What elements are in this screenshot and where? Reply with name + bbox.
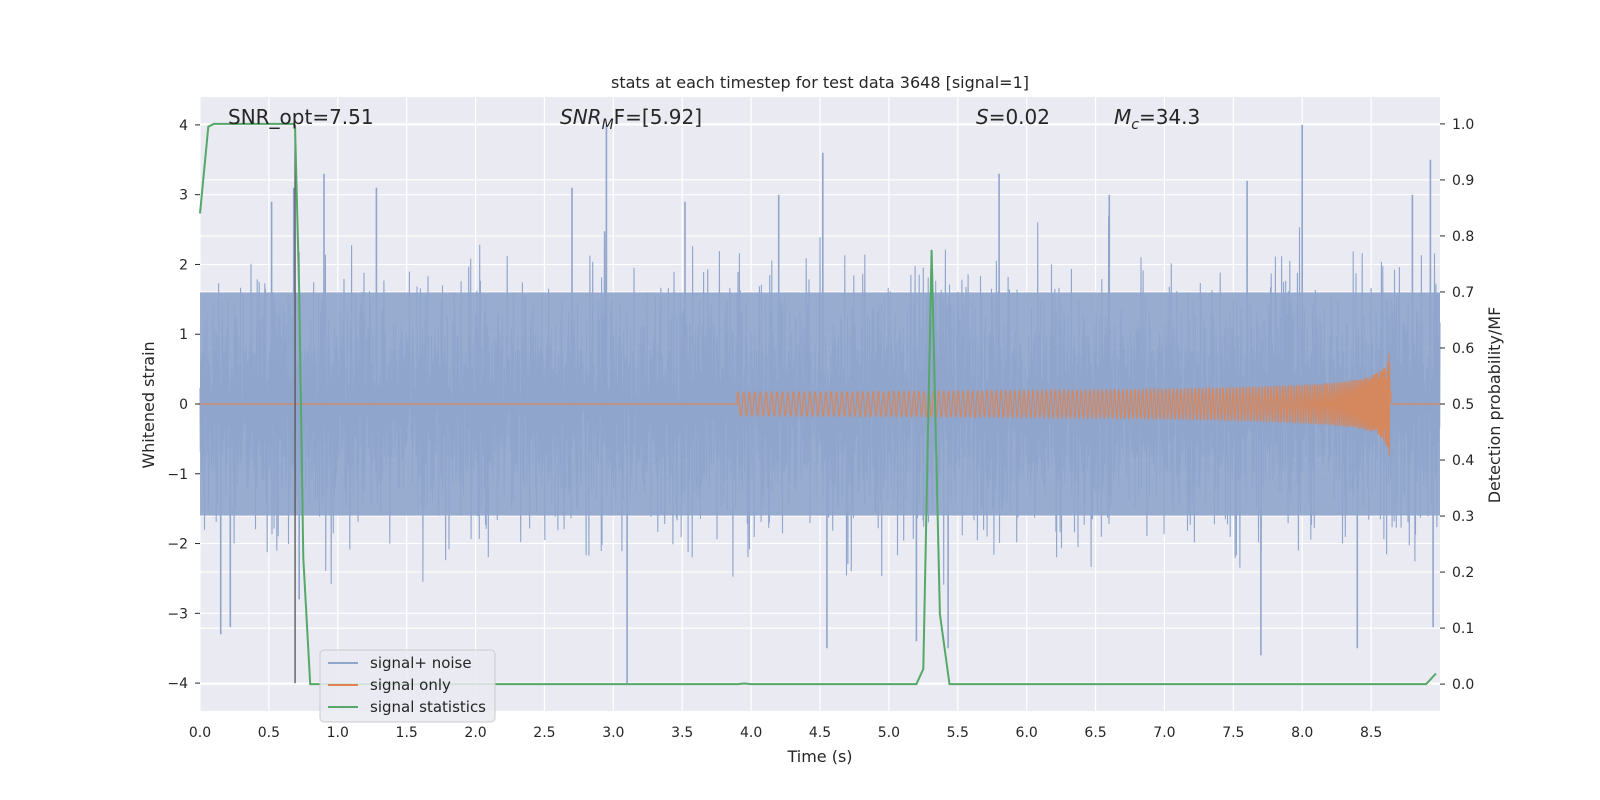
legend-label-signal-only: signal only — [370, 676, 451, 694]
annotation-snr-mf: SNRMF=[5.92] — [560, 105, 702, 133]
legend-label-signal-noise: signal+ noise — [370, 654, 472, 672]
y-tick-label: 3 — [179, 188, 188, 204]
x-tick-label: 1.5 — [396, 725, 418, 741]
annotation-s: S=0.02 — [976, 105, 1050, 129]
x-tick-label: 6.5 — [1084, 725, 1106, 741]
y2-tick-label: 0.8 — [1452, 229, 1474, 245]
annotation-snr-opt: SNR_opt=7.51 — [228, 105, 374, 129]
x-tick-label: 2.0 — [464, 725, 486, 741]
y-axis-label: Whitened strain — [139, 341, 158, 468]
y2-tick-label: 0.5 — [1452, 397, 1474, 413]
y2-tick-label: 0.2 — [1452, 565, 1474, 581]
annotation-mc-main: M — [1114, 105, 1131, 129]
annotation-snr-mf-main: SNR — [560, 105, 602, 129]
x-tick-label: 5.5 — [947, 725, 969, 741]
annotation-snr-mf-rest: F=[5.92] — [614, 105, 702, 129]
x-tick-label: 8.0 — [1291, 725, 1313, 741]
x-tick-label: 3.5 — [671, 725, 693, 741]
y2-tick-label: 0.4 — [1452, 453, 1474, 469]
y2-tick-label: 1.0 — [1452, 117, 1474, 133]
x-tick-label: 0.0 — [189, 725, 211, 741]
y2-tick-label: 0.7 — [1452, 285, 1474, 301]
y-tick-label: −4 — [167, 676, 188, 692]
signal-statistics-line — [199, 122, 1437, 686]
x-tick-label: 7.5 — [1222, 725, 1244, 741]
y-tick-label: −2 — [167, 537, 188, 553]
chart-title: stats at each timestep for test data 364… — [611, 73, 1029, 92]
legend-label-signal-statistics: signal statistics — [370, 698, 486, 716]
y2-tick-label: 0.9 — [1452, 173, 1474, 189]
x-tick-label: 5.0 — [878, 725, 900, 741]
signal-statistics-series — [199, 122, 1437, 686]
x-tick-label: 8.5 — [1360, 725, 1382, 741]
y-tick-label: −1 — [167, 467, 188, 483]
y2-tick-label: 0.6 — [1452, 341, 1474, 357]
x-tick-label: 3.0 — [602, 725, 624, 741]
y-tick-label: 2 — [179, 257, 188, 273]
y2-tick-label: 0.1 — [1452, 621, 1474, 637]
x-axis-label: Time (s) — [786, 747, 852, 766]
y2-tick-label: 0.3 — [1452, 509, 1474, 525]
annotation-s-rest: =0.02 — [989, 105, 1050, 129]
tick-labels-layer: 0.0 0.5 1.0 1.5 2.0 2.5 3.0 3.5 4.0 4.5 5.0 5.5 6.0 6… — [167, 117, 1474, 741]
annotation-mc-rest: =34.3 — [1139, 105, 1200, 129]
annotation-snr-mf-sub: M — [602, 117, 614, 133]
x-tick-label: 1.0 — [327, 725, 349, 741]
legend-box — [319, 649, 496, 723]
y2-axis-label: Detection probability/MF — [1485, 307, 1504, 504]
x-tick-label: 2.5 — [533, 725, 555, 741]
x-tick-label: 7.0 — [1153, 725, 1175, 741]
signal-only-series — [200, 353, 1440, 456]
x-tick-label: 4.0 — [740, 725, 762, 741]
annotation-mc-sub: c — [1131, 117, 1139, 133]
signal-noise-spikes — [219, 124, 1434, 684]
legend: signal+ noise signal only signal statist… — [319, 649, 496, 723]
annotation-mc: Mc=34.3 — [1114, 105, 1200, 133]
y-tick-label: −3 — [167, 606, 188, 622]
y2-tick-label: 0.0 — [1452, 677, 1474, 693]
annotation-s-main: S — [976, 105, 989, 129]
x-tick-label: 4.5 — [809, 725, 831, 741]
signal-only-line — [200, 353, 1440, 456]
y-tick-label: 4 — [179, 118, 188, 134]
y-tick-label: 1 — [179, 327, 188, 343]
x-tick-label: 6.0 — [1016, 725, 1038, 741]
x-tick-label: 0.5 — [258, 725, 280, 741]
y-tick-label: 0 — [179, 397, 188, 413]
